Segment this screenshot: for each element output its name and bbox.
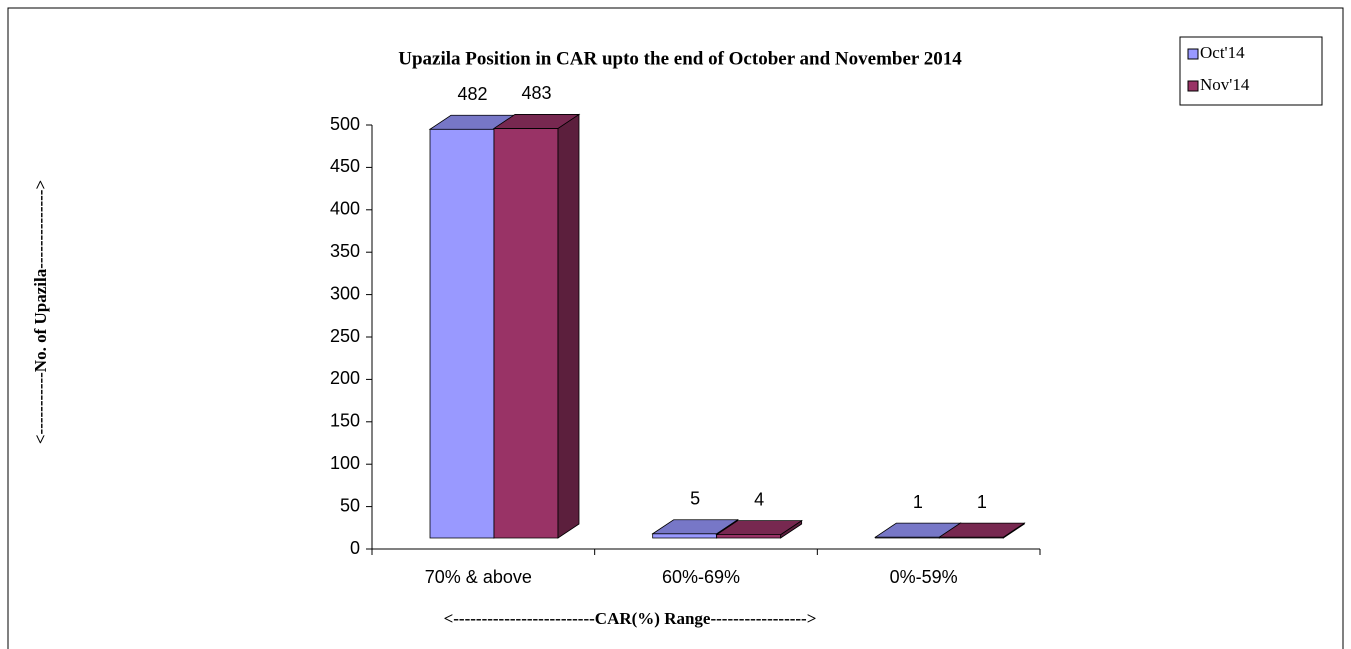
y-tick-label: 300	[330, 283, 360, 303]
bar-front	[493, 128, 559, 539]
y-tick-label: 450	[330, 156, 360, 176]
x-tick-label: 70% & above	[425, 567, 532, 587]
bar-front	[716, 534, 782, 539]
x-tick-label: 60%-69%	[662, 567, 740, 587]
legend-label: Nov'14	[1200, 75, 1250, 94]
y-tick-label: 50	[340, 495, 360, 515]
bar-top	[938, 522, 1026, 538]
bar-front	[652, 533, 718, 539]
y-tick-label: 200	[330, 368, 360, 388]
bar-side	[557, 113, 580, 539]
legend-box	[1179, 36, 1323, 106]
data-label: 1	[913, 492, 923, 512]
frame	[7, 7, 1344, 649]
chart-title: Upazila Position in CAR upto the end of …	[398, 48, 962, 69]
legend-label: Oct'14	[1200, 43, 1245, 62]
y-tick-label: 500	[330, 114, 360, 134]
y-axis-label: <-----------No. of Upazila--------------…	[31, 180, 50, 444]
data-label: 4	[754, 489, 764, 509]
x-axis-label: <-------------------------CAR(%) Range--…	[444, 609, 817, 628]
legend-swatch	[1187, 48, 1199, 60]
legend-swatch	[1187, 80, 1199, 92]
y-tick-label: 350	[330, 241, 360, 261]
y-tick-label: 250	[330, 326, 360, 346]
bar-front	[429, 128, 495, 539]
y-tick-label: 400	[330, 199, 360, 219]
y-tick-label: 100	[330, 453, 360, 473]
bar	[715, 519, 803, 539]
data-label: 483	[521, 83, 551, 103]
x-tick-label: 0%-59%	[890, 567, 958, 587]
bar	[938, 522, 1026, 539]
bar-top	[651, 519, 739, 535]
bar-top	[492, 114, 581, 129]
y-tick-label: 150	[330, 411, 360, 431]
bar-top	[715, 520, 803, 536]
bar	[492, 113, 581, 539]
data-label: 1	[977, 492, 987, 512]
data-label: 5	[690, 489, 700, 509]
y-tick-label: 0	[350, 538, 360, 558]
data-label: 482	[457, 84, 487, 104]
